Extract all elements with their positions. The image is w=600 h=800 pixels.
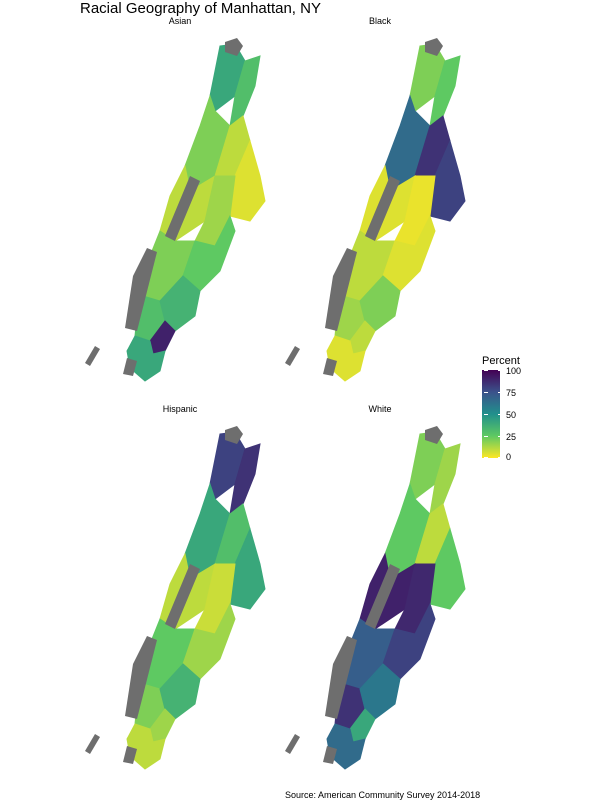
- legend-title: Percent: [482, 355, 520, 367]
- legend-tick-label: 100: [506, 366, 522, 376]
- map-region-no-data: [123, 358, 137, 376]
- panel-label: Black: [368, 16, 391, 26]
- map-region-downtown: [326, 723, 366, 770]
- map-panel-asian: Asian: [65, 16, 295, 396]
- map-region-no-data: [285, 346, 300, 366]
- map-region-no-data: [85, 734, 100, 754]
- legend-tick-label: 25: [506, 432, 517, 442]
- map-region-no-data: [165, 176, 200, 241]
- map-region-no-data: [225, 426, 243, 444]
- map-region-no-data: [85, 346, 100, 366]
- legend-tick-label: 0: [506, 452, 512, 462]
- manhattan-map: [285, 38, 466, 382]
- map-panel-hispanic: Hispanic: [65, 404, 295, 784]
- map-region-downtown: [126, 335, 166, 382]
- map-region-no-data: [325, 636, 357, 719]
- map-region-no-data: [285, 734, 300, 754]
- map-region-no-data: [125, 636, 157, 719]
- map-region-no-data: [165, 564, 200, 629]
- manhattan-map: [85, 426, 266, 770]
- map-region-no-data: [365, 176, 400, 241]
- manhattan-map: [85, 38, 266, 382]
- panel-label: Hispanic: [162, 404, 198, 414]
- map-region-no-data: [425, 38, 443, 56]
- map-region-no-data: [123, 746, 137, 764]
- map-panel-white: White: [265, 404, 495, 784]
- map-region-no-data: [225, 38, 243, 56]
- map-region-no-data: [125, 248, 157, 331]
- legend-tick-label: 75: [506, 388, 517, 398]
- map-region-no-data: [325, 248, 357, 331]
- map-region-downtown: [326, 335, 366, 382]
- legend-colorbar: [482, 370, 502, 458]
- map-region-no-data: [425, 426, 443, 444]
- map-region-no-data: [365, 564, 400, 629]
- color-legend: Percent 100 75 50 25 0: [480, 355, 540, 465]
- panel-label: White: [368, 404, 392, 414]
- map-region-no-data: [323, 358, 337, 376]
- source-caption: Source: American Community Survey 2014-2…: [285, 790, 481, 800]
- map-title: Racial Geography of Manhattan, NY: [80, 0, 321, 17]
- map-panel-black: Black: [265, 16, 495, 396]
- panel-label: Asian: [168, 16, 192, 26]
- map-region-no-data: [323, 746, 337, 764]
- legend-tick-label: 50: [506, 410, 517, 420]
- manhattan-map: [285, 426, 466, 770]
- map-region-downtown: [126, 723, 166, 770]
